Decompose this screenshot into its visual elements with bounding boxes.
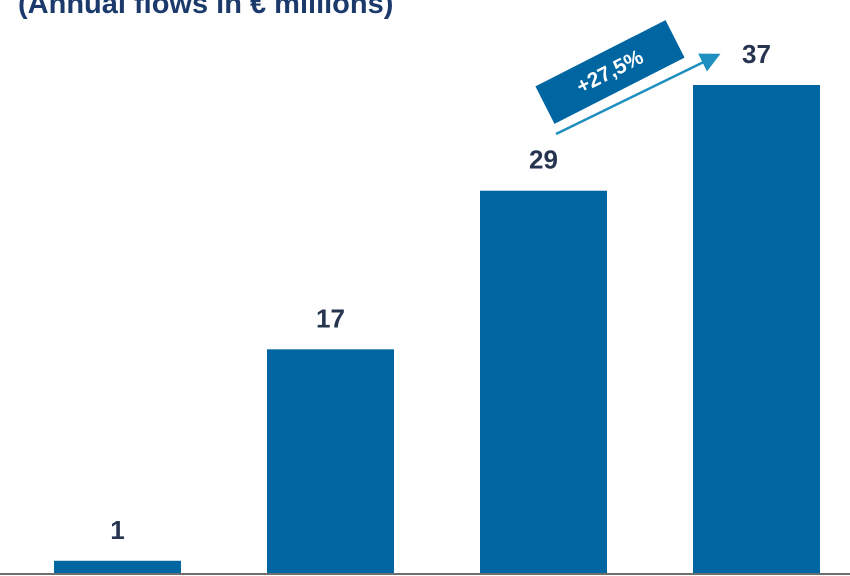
- data-label-4: 37: [742, 39, 771, 69]
- data-label-1: 1: [110, 515, 124, 545]
- data-label-2: 17: [316, 303, 345, 333]
- bar-1: [54, 560, 181, 574]
- chart-subtitle: (Annual flows in € millions): [18, 0, 394, 20]
- data-label-3: 29: [529, 145, 558, 175]
- growth-badge-box: [535, 20, 685, 124]
- bar-4: [693, 85, 820, 574]
- bar-3: [480, 190, 607, 574]
- growth-annotation: +27,5%: [535, 20, 721, 136]
- data-labels-layer: 1 17 29 37: [110, 39, 771, 545]
- bars-layer: [54, 85, 820, 574]
- bar-2: [267, 349, 394, 574]
- growth-arrow: [555, 53, 721, 136]
